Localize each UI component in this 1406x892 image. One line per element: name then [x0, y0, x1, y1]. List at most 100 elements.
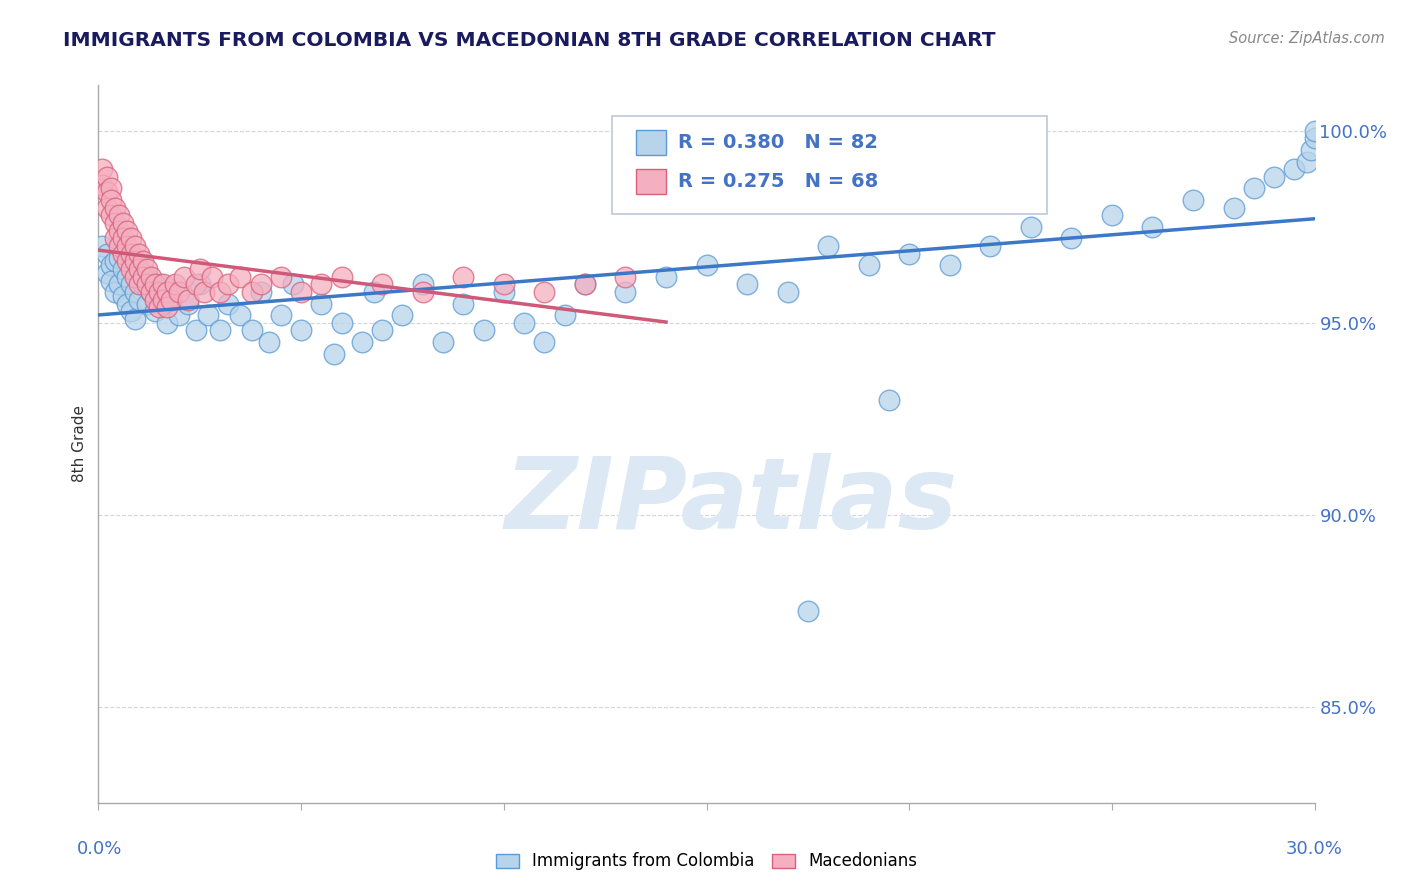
Point	[270, 308, 292, 322]
Point	[330, 269, 353, 284]
Point	[330, 316, 353, 330]
Point	[100, 258, 122, 272]
Point	[614, 285, 637, 299]
Point	[184, 277, 207, 292]
Point	[143, 277, 166, 292]
Point	[139, 269, 162, 284]
Point	[1222, 201, 1244, 215]
Point	[281, 277, 304, 292]
Point	[128, 293, 150, 307]
Point	[160, 293, 183, 307]
Point	[120, 231, 142, 245]
Point	[412, 285, 434, 299]
Point	[513, 316, 536, 330]
Text: Source: ZipAtlas.com: Source: ZipAtlas.com	[1229, 31, 1385, 46]
Point	[124, 269, 146, 284]
Point	[104, 231, 127, 245]
Point	[143, 293, 166, 307]
Point	[136, 262, 159, 277]
Point	[139, 285, 162, 299]
Point	[107, 277, 129, 292]
Point	[91, 178, 114, 192]
Point	[311, 277, 333, 292]
Point	[655, 269, 678, 284]
Point	[797, 604, 820, 618]
Point	[136, 296, 159, 310]
Point	[472, 324, 495, 338]
Point	[111, 216, 134, 230]
Point	[124, 239, 146, 253]
Point	[104, 201, 127, 215]
Point	[104, 254, 127, 268]
Point	[290, 285, 312, 299]
Point	[139, 285, 162, 299]
Text: 30.0%: 30.0%	[1286, 840, 1343, 858]
Point	[96, 169, 118, 184]
Point	[173, 269, 195, 284]
Point	[217, 277, 239, 292]
Point	[115, 254, 138, 268]
Point	[100, 274, 122, 288]
Point	[115, 224, 138, 238]
Point	[96, 201, 118, 215]
Point	[152, 277, 174, 292]
Point	[111, 246, 134, 260]
Point	[184, 324, 207, 338]
Y-axis label: 8th Grade: 8th Grade	[72, 405, 87, 483]
Point	[350, 334, 373, 349]
Point	[107, 224, 129, 238]
Point	[574, 277, 596, 292]
Text: R = 0.380   N = 82: R = 0.380 N = 82	[678, 133, 877, 153]
Point	[132, 269, 155, 284]
Point	[533, 334, 555, 349]
Point	[1303, 131, 1326, 145]
Point	[1142, 219, 1164, 234]
Point	[104, 216, 127, 230]
Point	[1263, 169, 1285, 184]
Point	[169, 285, 191, 299]
Point	[176, 296, 198, 310]
Point	[120, 277, 142, 292]
Point	[1303, 124, 1326, 138]
Point	[311, 296, 333, 310]
Point	[156, 285, 179, 299]
Point	[111, 262, 134, 277]
Point	[257, 334, 280, 349]
Point	[776, 285, 799, 299]
Point	[249, 285, 271, 299]
Point	[229, 308, 252, 322]
Point	[148, 277, 170, 292]
Point	[363, 285, 385, 299]
Point	[188, 262, 211, 277]
Point	[136, 269, 159, 284]
Point	[124, 254, 146, 268]
Point	[143, 304, 166, 318]
Point	[136, 277, 159, 292]
Point	[197, 308, 219, 322]
Point	[128, 277, 150, 292]
Point	[1060, 231, 1083, 245]
Point	[1182, 193, 1205, 207]
Point	[533, 285, 555, 299]
Point	[290, 324, 312, 338]
Point	[492, 285, 515, 299]
Point	[453, 296, 475, 310]
Point	[107, 239, 129, 253]
Point	[124, 312, 146, 326]
Point	[201, 269, 224, 284]
Text: ZIPatlas: ZIPatlas	[505, 453, 957, 549]
Point	[242, 285, 264, 299]
Point	[100, 193, 122, 207]
Point	[107, 251, 129, 265]
Text: R = 0.275   N = 68: R = 0.275 N = 68	[678, 171, 877, 191]
Point	[270, 269, 292, 284]
Point	[1299, 143, 1322, 157]
Point	[391, 308, 413, 322]
Point	[160, 285, 183, 299]
Point	[96, 246, 118, 260]
Point	[412, 277, 434, 292]
Point	[492, 277, 515, 292]
Point	[371, 277, 394, 292]
Point	[209, 324, 232, 338]
Point	[132, 254, 155, 268]
